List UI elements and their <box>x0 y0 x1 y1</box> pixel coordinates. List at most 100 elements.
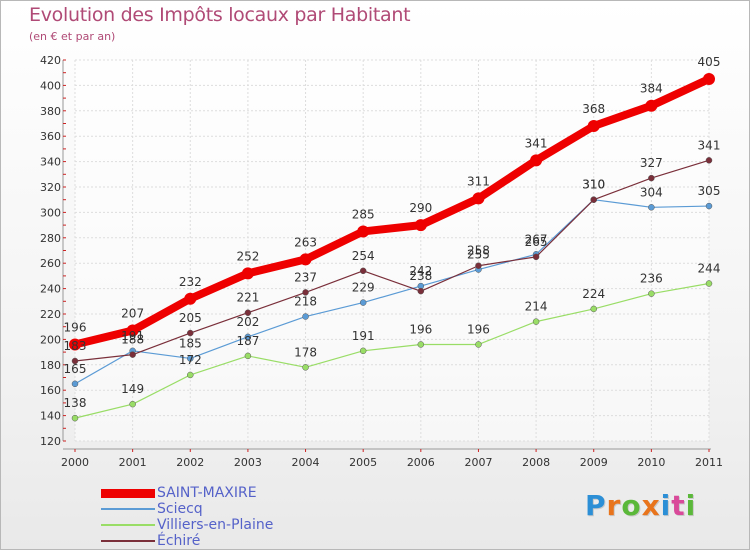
logo-letter: i <box>685 489 697 522</box>
data-label: 207 <box>121 307 144 321</box>
legend-swatch-villiers <box>101 524 155 526</box>
x-tick-label: 2006 <box>407 456 435 469</box>
legend-label: SAINT-MAXIRE <box>157 485 257 501</box>
x-tick-label: 2000 <box>61 456 89 469</box>
y-tick-label: 140 <box>40 410 61 423</box>
y-tick-label: 180 <box>40 359 61 372</box>
data-point <box>69 338 81 351</box>
data-point <box>129 400 136 408</box>
data-point <box>187 371 194 379</box>
data-label: 341 <box>525 136 548 150</box>
data-point <box>302 364 309 371</box>
data-label: 238 <box>409 269 432 283</box>
data-point <box>241 267 254 280</box>
x-tick-label: 2008 <box>522 456 550 469</box>
data-point <box>244 309 252 316</box>
data-label: 202 <box>236 315 259 329</box>
data-label: 149 <box>121 382 144 396</box>
y-tick-label: 260 <box>40 257 61 270</box>
logo-letter: o <box>621 489 642 522</box>
data-label: 252 <box>236 249 259 263</box>
data-point <box>359 347 367 355</box>
data-point <box>590 196 597 203</box>
y-tick-label: 120 <box>40 435 61 448</box>
data-point <box>590 305 597 313</box>
data-point <box>645 99 658 112</box>
data-label: 258 <box>467 244 490 258</box>
data-point <box>359 267 367 275</box>
data-point <box>532 318 540 325</box>
y-tick-label: 400 <box>40 79 61 92</box>
x-tick-label: 2009 <box>580 456 608 469</box>
y-tick-label: 300 <box>40 206 61 219</box>
y-tick-label: 160 <box>40 384 61 397</box>
data-point <box>187 329 194 337</box>
series-line-1 <box>74 199 710 385</box>
x-tick-label: 2005 <box>349 456 377 469</box>
x-tick-label: 2002 <box>176 456 204 469</box>
data-point <box>126 324 139 337</box>
data-label: 255 <box>467 248 490 262</box>
x-tick-label: 2004 <box>292 456 320 469</box>
data-point <box>587 120 600 133</box>
legend-swatch-sciecq <box>101 508 155 510</box>
data-label: 236 <box>640 272 663 286</box>
data-point <box>417 341 425 348</box>
data-label: 368 <box>582 102 605 116</box>
x-tick-label: 2011 <box>695 456 723 469</box>
data-point <box>302 289 309 296</box>
y-tick-label: 320 <box>40 181 61 194</box>
data-label: 327 <box>640 156 663 170</box>
data-label: 191 <box>352 329 375 343</box>
legend-swatch-echire <box>101 540 155 542</box>
data-point <box>299 253 312 266</box>
series-line-0 <box>74 75 711 349</box>
logo-letter: t <box>671 489 686 522</box>
proxiti-logo: Proxiti <box>585 489 696 522</box>
data-label: 172 <box>179 353 202 367</box>
y-tick-label: 340 <box>40 156 61 169</box>
x-tick-label: 2007 <box>464 456 492 469</box>
legend-item-sciecq: Sciecq <box>101 501 273 517</box>
data-point <box>705 202 713 210</box>
data-label: 187 <box>236 334 259 348</box>
data-label: 237 <box>294 270 317 284</box>
data-label: 138 <box>64 396 87 410</box>
data-point <box>184 292 197 305</box>
y-tick-label: 380 <box>40 105 61 118</box>
x-tick-label: 2003 <box>234 456 262 469</box>
data-label: 218 <box>294 295 317 309</box>
y-tick-label: 360 <box>40 130 61 143</box>
y-tick-label: 220 <box>40 308 61 321</box>
legend-item-villiers: Villiers-en-Plaine <box>101 517 273 533</box>
data-point <box>417 287 425 295</box>
data-label: 242 <box>409 264 432 278</box>
data-label: 265 <box>525 235 548 249</box>
data-point <box>705 157 713 164</box>
data-label: 310 <box>582 178 605 192</box>
data-point <box>475 262 482 269</box>
y-tick-label: 280 <box>40 232 61 245</box>
data-label: 165 <box>64 362 87 376</box>
x-tick-label: 2010 <box>637 456 665 469</box>
data-point <box>187 355 194 362</box>
data-label: 341 <box>698 138 721 152</box>
data-label: 290 <box>409 201 432 215</box>
data-label: 224 <box>582 287 605 301</box>
series-line-3 <box>74 159 710 362</box>
data-label: 232 <box>179 275 202 289</box>
data-label: 304 <box>640 185 663 199</box>
data-label: 311 <box>467 174 490 188</box>
data-point <box>703 73 715 86</box>
data-label: 183 <box>64 339 87 353</box>
data-point <box>475 341 482 348</box>
legend-swatch-saint-maxire <box>101 488 155 498</box>
data-point <box>472 192 485 205</box>
data-point <box>532 253 540 261</box>
data-point <box>648 290 655 297</box>
data-label: 185 <box>179 336 202 350</box>
data-point <box>648 204 655 211</box>
legend-label: Échiré <box>157 533 201 549</box>
data-point <box>71 357 79 365</box>
